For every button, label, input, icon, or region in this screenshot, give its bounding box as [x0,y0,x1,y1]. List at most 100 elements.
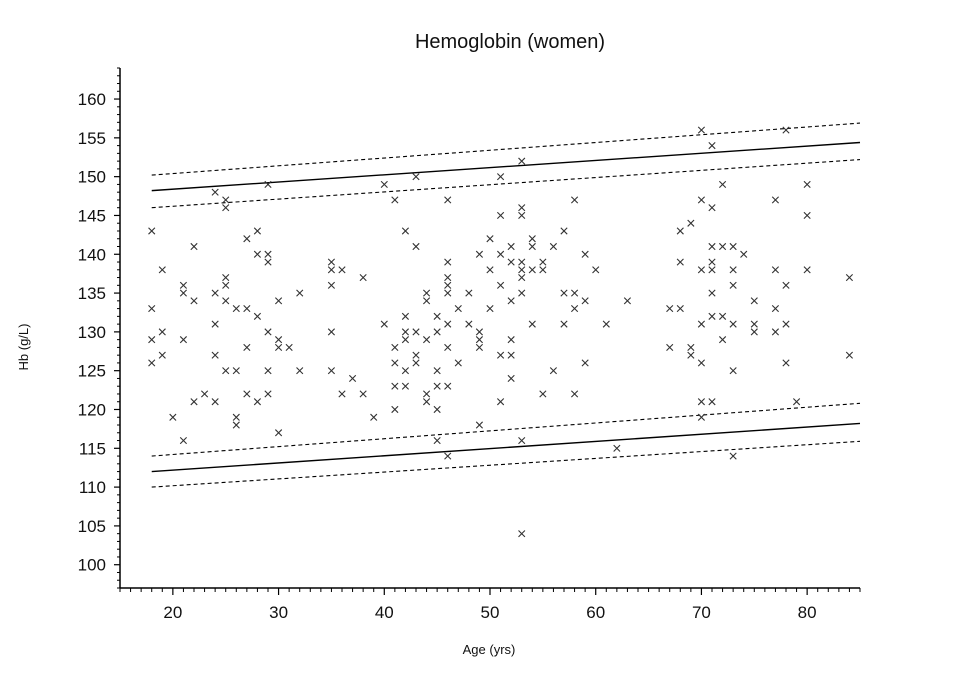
data-point [507,297,515,305]
data-point [518,530,526,538]
data-point [348,374,357,383]
y-tick-label: 110 [79,478,106,497]
data-point [264,250,272,258]
data-point [803,211,811,220]
data-point [518,436,526,445]
data-point [740,250,748,258]
data-point [433,312,441,320]
data-point [179,436,188,445]
data-point [274,343,283,351]
data-point [465,320,473,328]
data-point [602,320,610,328]
data-point [496,211,505,220]
data-point [771,196,780,204]
data-point [327,258,336,266]
data-point [327,266,336,274]
data-point [222,196,230,204]
data-point [296,289,304,297]
data-point [803,266,811,274]
data-point [264,258,272,266]
data-point [222,281,230,289]
data-point [570,196,579,204]
data-point [391,343,399,351]
data-point [475,328,484,336]
data-point [412,173,420,181]
data-point [708,266,716,274]
data-point [253,250,262,258]
data-point [422,297,431,305]
data-point [666,343,674,351]
data-point [570,390,579,398]
data-point [697,359,706,367]
y-tick-label: 160 [78,90,106,109]
data-point [518,266,526,274]
data-point [148,336,156,344]
data-point [486,235,494,243]
data-point [264,180,272,189]
data-point [211,351,219,359]
data-point [518,258,526,266]
data-point [222,204,230,212]
data-point [253,398,262,406]
x-tick-label: 40 [375,603,394,622]
data-point [496,281,505,289]
data-point [327,367,336,375]
data-point [148,305,156,313]
data-point [454,305,462,313]
data-point [401,312,410,320]
data-point [845,273,854,282]
data-point [697,266,706,274]
data-point [518,289,526,297]
data-point [666,305,674,313]
data-point [803,180,811,189]
data-point [518,204,526,212]
data-point [391,359,399,367]
data-point [750,328,758,336]
data-point [560,320,568,328]
data-point [412,359,420,367]
data-point [380,180,388,189]
y-tick-label: 105 [78,517,106,536]
data-point [444,382,452,390]
data-point [148,227,156,235]
data-point [507,336,515,344]
data-point [433,382,441,390]
data-points [148,126,854,538]
data-point [718,242,727,251]
data-point [211,398,219,406]
data-point [401,328,410,336]
data-point [401,382,410,390]
data-point [338,390,346,398]
data-point [359,390,367,398]
data-point [401,367,410,375]
data-point [708,289,716,297]
data-point [507,258,515,266]
data-point [708,312,716,320]
x-tick-label: 60 [586,603,605,622]
data-point [750,297,758,305]
data-point [581,359,589,367]
data-point [433,436,441,445]
data-point [179,281,188,289]
data-point [391,196,399,204]
data-point [581,250,589,258]
data-point [169,413,177,421]
data-point [475,343,484,351]
data-point [475,421,484,429]
data-point [444,273,452,282]
data-point [592,266,600,274]
data-point [729,452,737,460]
data-point [444,343,452,351]
data-point [570,289,579,297]
data-point [274,429,283,437]
data-point [232,367,240,375]
data-point [697,196,706,204]
x-tick-label: 30 [269,603,288,622]
data-point [613,444,621,452]
data-point [771,305,780,313]
data-point [253,227,262,235]
data-point [444,320,452,328]
data-point [782,320,790,328]
data-point [507,374,515,383]
data-point [729,281,737,289]
